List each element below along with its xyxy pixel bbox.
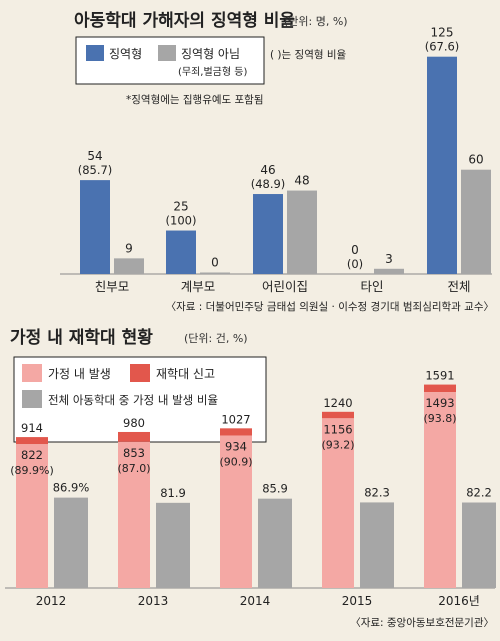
value-label-home: 853: [123, 446, 145, 460]
category-label: 2013: [138, 594, 169, 608]
value-label-ratio: 82.2: [466, 486, 492, 500]
value-label-prison: 0: [351, 243, 359, 257]
percent-label-prison: (0): [347, 257, 363, 271]
chart2-unit: (단위: 건, %): [184, 332, 248, 345]
percent-label-home: (89.9%): [10, 464, 54, 477]
category-label: 2016년: [438, 594, 480, 608]
legend-swatch-non-prison: [158, 45, 176, 61]
category-label: 타인: [360, 279, 383, 294]
category-label: 2012: [36, 594, 67, 608]
chart2-source: 〈자료: 중앙아동보호전문기관〉: [350, 617, 494, 629]
bar-report: [322, 411, 354, 419]
value-label-ratio: 85.9: [262, 482, 288, 496]
value-label-report: 1591: [425, 369, 454, 383]
bar-report: [424, 384, 456, 393]
percent-label-prison: (85.7): [78, 163, 113, 177]
value-label-report: 1027: [221, 412, 250, 426]
value-label-non-prison: 0: [211, 256, 219, 270]
bar-ratio: [54, 497, 88, 588]
chart2-title: 가정 내 재학대 현황: [10, 328, 153, 348]
percent-label-prison: (48.9): [251, 177, 286, 191]
legend-label-home: 가정 내 발생: [48, 367, 111, 381]
bar-home: [424, 392, 456, 588]
percent-label-home: (93.2): [321, 438, 354, 451]
bar-prison: [253, 194, 283, 274]
bar-home: [16, 444, 48, 588]
value-label-prison: 46: [260, 163, 275, 177]
category-label: 2014: [240, 594, 271, 608]
bar-report: [220, 428, 252, 436]
value-label-ratio: 81.9: [160, 486, 186, 500]
legend-label-non-prison-sub: (무죄,벌금형 등): [178, 66, 247, 78]
chart1-source: 〈자료 : 더불어민주당 금태섭 의원실 · 이수정 경기대 범죄심리학과 교수…: [166, 300, 494, 313]
bar-non-prison: [200, 272, 230, 274]
bar-prison: [80, 180, 110, 274]
bar-non-prison: [114, 258, 144, 274]
bar-ratio: [462, 502, 496, 588]
bar-ratio: [360, 502, 394, 588]
percent-label-home: (90.9): [219, 456, 252, 469]
legend-label-report: 재학대 신고: [156, 367, 215, 381]
chart1-title: 아동학대 가해자의 징역형 비율: [74, 10, 295, 31]
percent-label-prison: (67.6): [425, 40, 460, 54]
value-label-non-prison: 60: [468, 153, 483, 167]
legend-swatch-home: [22, 364, 42, 382]
value-label-prison: 125: [431, 26, 454, 40]
value-label-report: 980: [123, 416, 145, 430]
bar-report: [118, 431, 150, 442]
value-label-non-prison: 3: [385, 252, 393, 266]
bar-ratio: [258, 498, 292, 588]
percent-label-prison: (100): [166, 214, 197, 228]
bar-home: [118, 441, 150, 588]
category-label: 친부모: [95, 279, 130, 294]
bar-prison: [166, 230, 196, 274]
percent-label-home: (93.8): [423, 412, 456, 425]
value-label-prison: 25: [173, 200, 188, 214]
value-label-non-prison: 48: [294, 174, 309, 188]
value-label-home: 822: [21, 448, 43, 462]
legend-label-ratio: 전체 아동학대 중 가정 내 발생 비율: [48, 393, 218, 407]
bar-report: [16, 437, 48, 445]
chart1-footnote: *징역형에는 집행유예도 포함됨: [126, 93, 264, 106]
bar-home: [322, 418, 354, 588]
value-label-prison: 54: [87, 149, 102, 163]
legend-label-prison: 징역형: [109, 47, 142, 61]
bar-non-prison: [461, 169, 491, 274]
legend-swatch-report: [130, 364, 150, 382]
bar-non-prison: [287, 190, 317, 274]
bar-home: [220, 435, 252, 588]
chart1-unit: (단위: 명, %): [284, 15, 348, 28]
value-label-home: 1493: [425, 396, 454, 410]
value-label-ratio: 86.9%: [53, 481, 90, 495]
value-label-report: 1240: [323, 396, 352, 410]
value-label-home: 1156: [323, 422, 352, 436]
legend-label-non-prison: 징역형 아님: [181, 47, 240, 61]
bar-non-prison: [374, 268, 404, 274]
bar-prison: [427, 56, 457, 274]
category-label: 어린이집: [262, 279, 308, 294]
category-label: 계부모: [181, 279, 216, 294]
legend-swatch-prison: [86, 45, 104, 61]
category-label: 전체: [447, 279, 470, 294]
chart1-legend-note: ( )는 징역형 비율: [270, 49, 347, 61]
percent-label-home: (87.0): [117, 462, 150, 475]
category-label: 2015: [342, 594, 373, 608]
value-label-home: 934: [225, 440, 247, 454]
value-label-non-prison: 9: [125, 241, 133, 255]
value-label-ratio: 82.3: [364, 485, 390, 499]
bar-ratio: [156, 502, 190, 588]
legend-swatch-ratio: [22, 390, 42, 408]
value-label-report: 914: [21, 421, 43, 435]
